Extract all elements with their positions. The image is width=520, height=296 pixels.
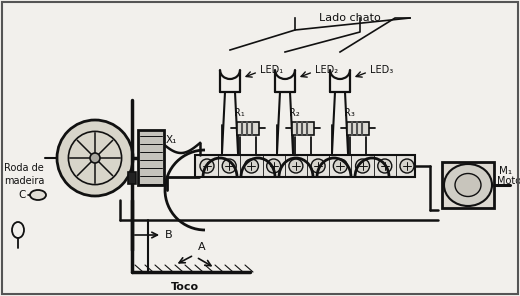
Text: R₂: R₂ bbox=[289, 108, 300, 118]
Text: A: A bbox=[198, 242, 205, 252]
Text: M₁: M₁ bbox=[499, 166, 512, 176]
Ellipse shape bbox=[222, 159, 236, 173]
Ellipse shape bbox=[267, 159, 281, 173]
Text: B: B bbox=[165, 230, 173, 240]
Bar bbox=[347, 121, 369, 134]
Ellipse shape bbox=[57, 120, 133, 196]
Ellipse shape bbox=[30, 190, 46, 200]
Ellipse shape bbox=[356, 159, 370, 173]
Ellipse shape bbox=[90, 153, 100, 163]
Ellipse shape bbox=[289, 159, 303, 173]
Ellipse shape bbox=[200, 159, 214, 173]
Text: C: C bbox=[18, 190, 25, 200]
Bar bbox=[128, 172, 136, 184]
Text: R₃: R₃ bbox=[344, 108, 355, 118]
Ellipse shape bbox=[244, 159, 258, 173]
Bar bbox=[138, 130, 164, 185]
Ellipse shape bbox=[455, 173, 481, 197]
Ellipse shape bbox=[444, 164, 492, 206]
Bar bbox=[292, 121, 314, 134]
Text: LED₃: LED₃ bbox=[370, 65, 393, 75]
Ellipse shape bbox=[400, 159, 414, 173]
Ellipse shape bbox=[378, 159, 392, 173]
Text: Motor: Motor bbox=[497, 176, 520, 186]
Bar bbox=[237, 121, 259, 134]
Text: Toco: Toco bbox=[171, 282, 199, 292]
Bar bbox=[442, 162, 494, 208]
Ellipse shape bbox=[311, 159, 325, 173]
Text: Roda de
madeira: Roda de madeira bbox=[4, 163, 44, 186]
Text: LED₂: LED₂ bbox=[315, 65, 338, 75]
Text: Lado chato: Lado chato bbox=[319, 13, 381, 23]
Ellipse shape bbox=[333, 159, 347, 173]
Text: X₁: X₁ bbox=[166, 135, 177, 145]
Bar bbox=[195, 155, 415, 177]
Text: LED₁: LED₁ bbox=[260, 65, 283, 75]
Text: R₁: R₁ bbox=[234, 108, 245, 118]
